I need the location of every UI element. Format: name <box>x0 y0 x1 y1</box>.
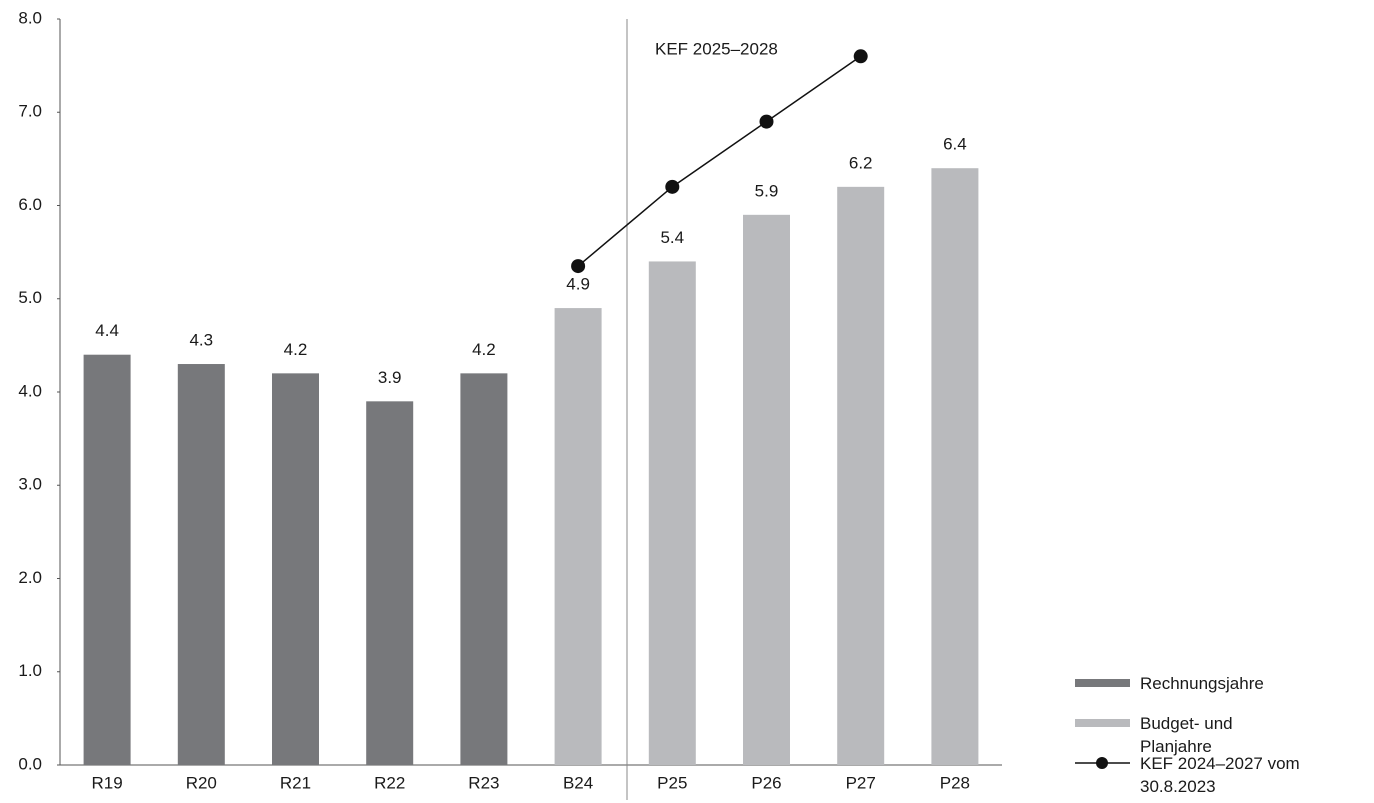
x-tick-label: P27 <box>846 773 876 792</box>
y-tick-label: 3.0 <box>18 475 42 494</box>
legend-label: KEF 2024–2027 vom 30.8.2023 <box>1140 753 1300 796</box>
data-label: 4.4 <box>95 321 119 340</box>
x-tick-label: P28 <box>940 773 970 792</box>
legend-swatch <box>1075 679 1130 687</box>
data-label: 6.2 <box>849 153 873 172</box>
bar <box>648 261 696 765</box>
bar <box>83 354 131 765</box>
y-tick-label: 1.0 <box>18 661 42 680</box>
y-tick-label: 2.0 <box>18 568 42 587</box>
x-tick-label: P25 <box>657 773 687 792</box>
data-label: 6.4 <box>943 135 967 154</box>
data-label: 4.2 <box>284 340 308 359</box>
line <box>577 55 862 267</box>
legend-label: Budget- und Planjahre <box>1140 713 1233 756</box>
y-tick-label: 5.0 <box>18 288 42 307</box>
x-tick-label: R20 <box>186 773 217 792</box>
x-tick-label: R21 <box>280 773 311 792</box>
bar <box>460 373 508 765</box>
x-tick-label: R19 <box>92 773 123 792</box>
line-marker <box>665 179 680 194</box>
y-tick-label: 8.0 <box>18 8 42 27</box>
data-label: 3.9 <box>378 368 402 387</box>
data-label: 4.9 <box>566 275 590 294</box>
data-label: 4.2 <box>472 340 496 359</box>
bar <box>931 168 979 765</box>
data-label: 4.3 <box>189 331 213 350</box>
data-label: 5.9 <box>755 181 779 200</box>
bar <box>366 401 414 765</box>
bar <box>177 364 225 765</box>
y-tick-label: 7.0 <box>18 102 42 121</box>
legend-swatch <box>1096 757 1108 769</box>
x-tick-label: P26 <box>751 773 781 792</box>
line-marker <box>759 114 774 129</box>
x-tick-label: B24 <box>563 773 593 792</box>
y-tick-label: 0.0 <box>18 754 42 773</box>
x-tick-label: R22 <box>374 773 405 792</box>
y-tick-label: 6.0 <box>18 195 42 214</box>
legend-swatch <box>1075 719 1130 727</box>
y-tick-label: 4.0 <box>18 381 42 400</box>
data-label: 5.4 <box>660 228 684 247</box>
bar <box>743 214 790 765</box>
x-tick-label: R23 <box>468 773 499 792</box>
annotation: KEF 2025–2028 <box>655 39 778 58</box>
bar <box>272 373 319 765</box>
legend-label: Rechnungsjahre <box>1140 673 1264 693</box>
line-marker <box>571 259 586 274</box>
line-marker <box>853 49 868 64</box>
bar <box>837 186 885 766</box>
bar <box>554 308 602 765</box>
